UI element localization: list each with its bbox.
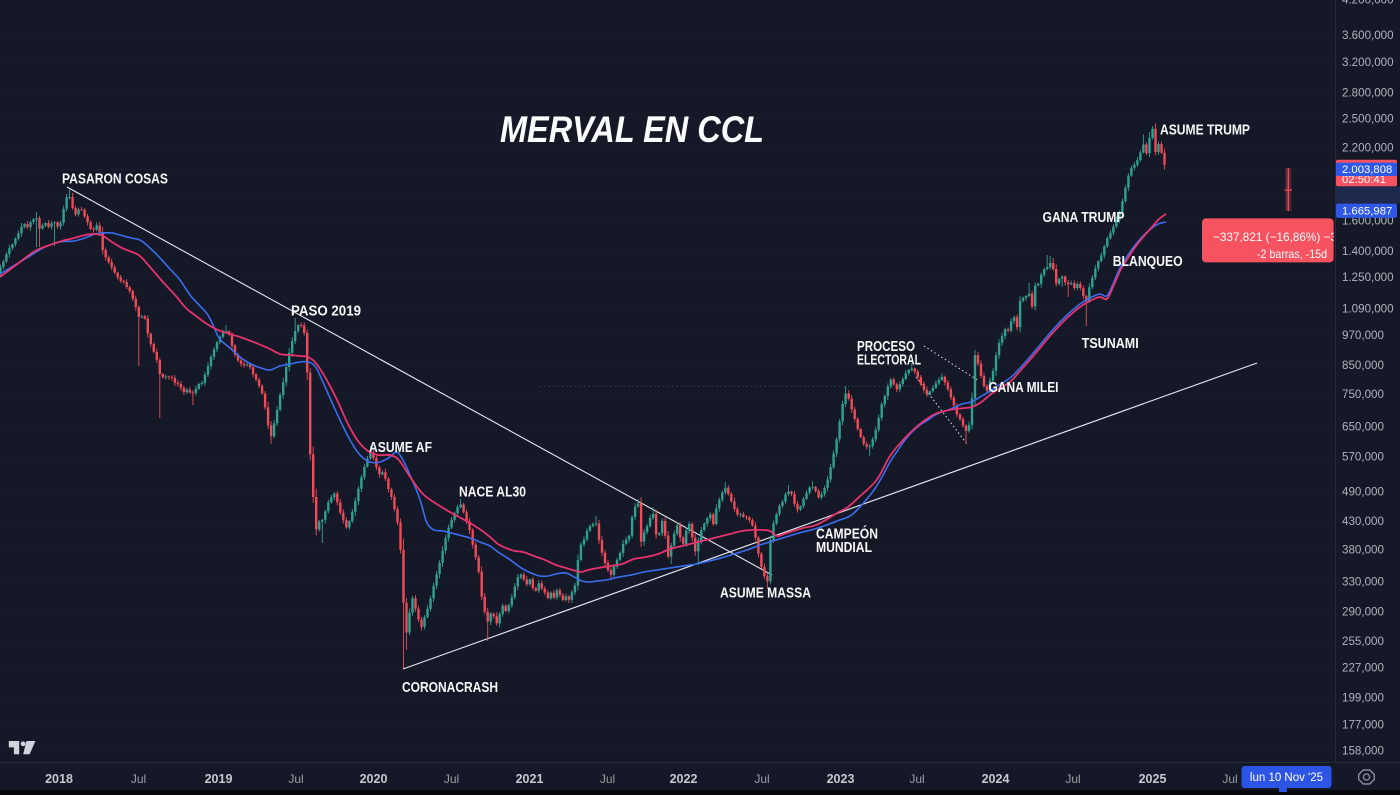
svg-text:2022: 2022 [670,772,698,786]
svg-text:490,000: 490,000 [1342,485,1384,498]
svg-text:ASUME MASSA: ASUME MASSA [720,586,811,602]
svg-text:970,000: 970,000 [1342,329,1384,342]
svg-text:2021: 2021 [516,772,544,786]
svg-text:Jul: Jul [1222,772,1237,786]
svg-text:1.250,000: 1.250,000 [1342,271,1394,284]
svg-text:2.200,000: 2.200,000 [1342,142,1394,155]
svg-text:BLANQUEO: BLANQUEO [1113,254,1183,270]
svg-text:255,000: 255,000 [1342,635,1384,648]
svg-text:1.090,000: 1.090,000 [1342,302,1394,315]
svg-text:CORONACRASH: CORONACRASH [402,680,498,696]
svg-text:290,000: 290,000 [1342,605,1384,618]
svg-text:NACE AL30: NACE AL30 [459,485,526,501]
svg-text:ASUME TRUMP: ASUME TRUMP [1160,123,1250,139]
svg-text:GANA MILEI: GANA MILEI [989,380,1059,396]
svg-text:PROCESO: PROCESO [857,339,915,355]
svg-text:2019: 2019 [205,772,233,786]
svg-text:GANA TRUMP: GANA TRUMP [1043,210,1125,226]
svg-text:3.200,000: 3.200,000 [1342,56,1394,69]
svg-text:1.400,000: 1.400,000 [1342,245,1394,258]
svg-text:Jul: Jul [131,772,146,786]
svg-text:2.003,808: 2.003,808 [1342,164,1392,176]
svg-text:Jul: Jul [444,772,459,786]
svg-text:199,000: 199,000 [1342,692,1384,705]
svg-text:1.665,987: 1.665,987 [1342,206,1392,218]
svg-text:Jul: Jul [600,772,615,786]
svg-text:Jul: Jul [288,772,303,786]
svg-text:CAMPEÓN: CAMPEÓN [816,525,878,543]
svg-text:MUNDIAL: MUNDIAL [816,540,872,556]
svg-text:430,000: 430,000 [1342,515,1384,528]
svg-text:TSUNAMI: TSUNAMI [1082,336,1139,352]
svg-text:PASARON COSAS: PASARON COSAS [62,172,168,188]
svg-text:Jul: Jul [754,772,769,786]
svg-text:−337,821 (−16,86%) −337,821: −337,821 (−16,86%) −337,821 [1213,230,1373,244]
svg-text:2020: 2020 [360,772,388,786]
svg-text:-2 barras, -15d: -2 barras, -15d [1257,247,1327,261]
svg-text:2.500,000: 2.500,000 [1342,112,1394,125]
svg-text:850,000: 850,000 [1342,359,1384,372]
svg-text:158,000: 158,000 [1342,744,1384,757]
svg-text:380,000: 380,000 [1342,544,1384,557]
svg-text:PASO 2019: PASO 2019 [291,304,361,320]
svg-text:2.800,000: 2.800,000 [1342,86,1394,99]
svg-text:4.200,000: 4.200,000 [1342,0,1394,7]
svg-text:330,000: 330,000 [1342,576,1384,589]
svg-text:Jul: Jul [1065,772,1080,786]
svg-text:02:50:41: 02:50:41 [1342,174,1386,186]
svg-text:ASUME AF: ASUME AF [369,440,432,456]
svg-text:3.600,000: 3.600,000 [1342,29,1394,42]
svg-text:177,000: 177,000 [1342,718,1384,731]
svg-text:2024: 2024 [982,772,1010,786]
svg-text:227,000: 227,000 [1342,661,1384,674]
svg-text:2018: 2018 [45,772,73,786]
svg-text:ELECTORAL: ELECTORAL [857,353,921,369]
svg-text:lun 10 Nov '25: lun 10 Nov '25 [1250,772,1323,784]
svg-text:570,000: 570,000 [1342,451,1384,464]
svg-text:Jul: Jul [909,772,924,786]
svg-text:MERVAL EN CCL: MERVAL EN CCL [500,109,764,150]
svg-text:2025: 2025 [1139,772,1167,786]
svg-text:650,000: 650,000 [1342,421,1384,434]
svg-text:2023: 2023 [827,772,855,786]
svg-text:750,000: 750,000 [1342,388,1384,401]
